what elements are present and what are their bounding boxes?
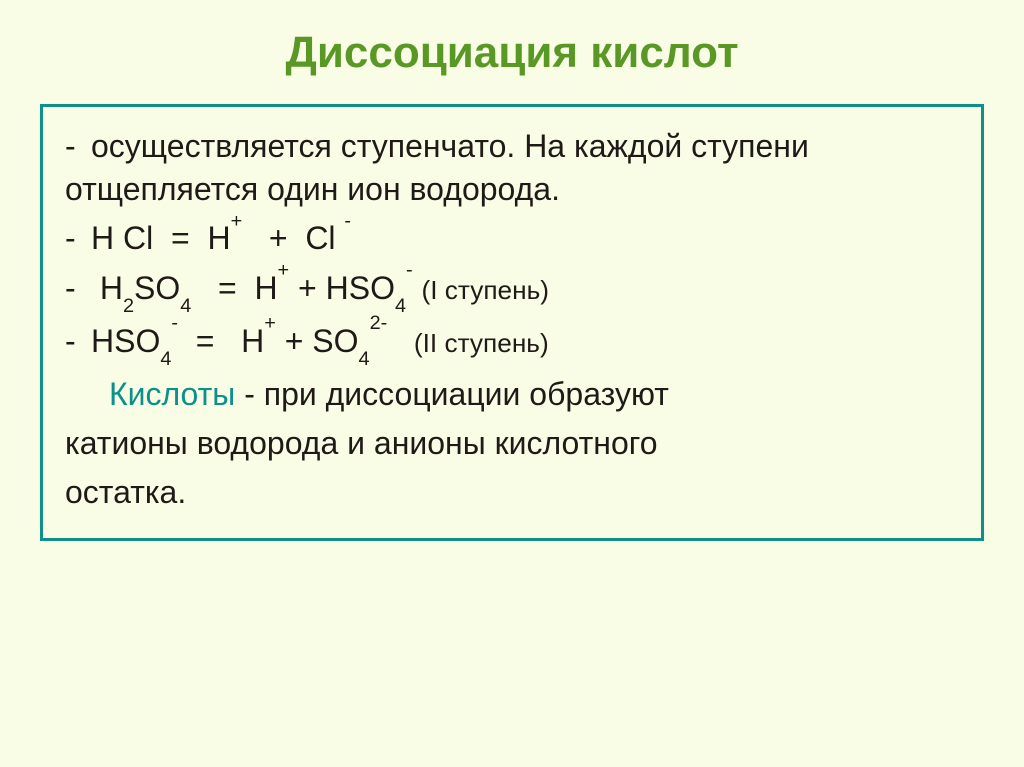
conclusion-text-1: - при диссоциации образуют (235, 376, 669, 412)
intro-line: -осуществляется ступенчато. На каждой ст… (65, 125, 959, 211)
equation-1: -H Cl = H+ + Cl - (65, 217, 959, 260)
eq2-formula: H2SO4 = H+ + HSO4- (91, 270, 413, 306)
conclusion-line-1: Кислоты - при диссоциации образуют (65, 373, 959, 416)
equation-3: -HSO4- = H+ + SO42- (II ступень) (65, 320, 959, 367)
slide-title: Диссоциация кислот (40, 28, 984, 78)
eq2-note: (I ступень) (421, 275, 549, 305)
eq3-formula: HSO4- = H+ + SO42- (91, 323, 387, 359)
conclusion-line-2: катионы водорода и анионы кислотного (65, 422, 959, 465)
equation-2: - H2SO4 = H+ + HSO4- (I ступень) (65, 267, 959, 314)
bullet-dash: - (65, 320, 91, 363)
keyword-acids: Кислоты (109, 376, 235, 412)
bullet-dash: - (65, 125, 91, 168)
conclusion-line-3: остатка. (65, 471, 959, 514)
bullet-dash: - (65, 267, 91, 310)
eq3-note: (II ступень) (414, 328, 549, 358)
eq1-formula: H Cl = H+ + Cl - (91, 220, 351, 256)
intro-text: осуществляется ступенчато. На каждой сту… (65, 128, 809, 207)
content-box: -осуществляется ступенчато. На каждой ст… (40, 104, 984, 541)
bullet-dash: - (65, 217, 91, 260)
